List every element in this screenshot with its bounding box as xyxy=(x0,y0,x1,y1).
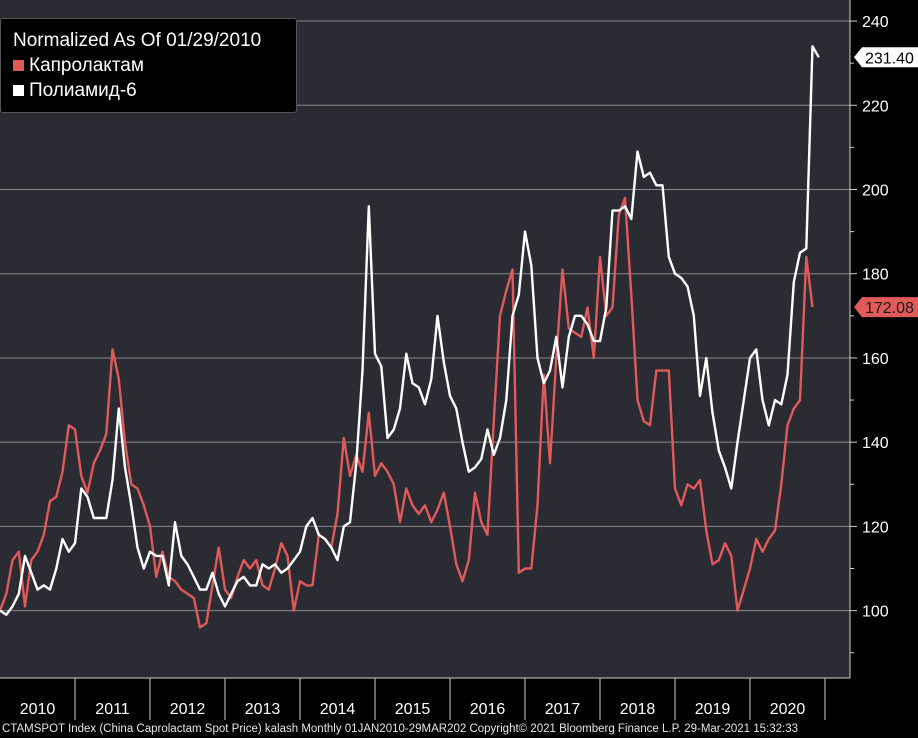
legend-item-polyamide: Полиамид-6 xyxy=(13,78,296,103)
series-line-0 xyxy=(0,196,814,629)
x-tick-label: 2017 xyxy=(545,701,581,718)
end-label-text: 172.08 xyxy=(865,300,914,317)
x-tick-label: 2020 xyxy=(770,701,806,718)
x-tick-label: 2015 xyxy=(395,701,431,718)
x-axis: 2010 2011 2012 2013 2014 2015 2016 2017 2018 2019… xyxy=(20,678,826,720)
x-tick-label: 2011 xyxy=(95,701,130,718)
y-axis-area xyxy=(850,0,918,720)
x-tick-label: 2018 xyxy=(620,701,656,718)
end-label-box xyxy=(854,47,918,68)
y-tick-label: 220 xyxy=(862,98,889,115)
y-tick-label: 160 xyxy=(862,351,889,368)
footer-caption: CTAMSPOT Index (China Caprolactam Spot P… xyxy=(2,723,798,735)
legend-title: Normalized As Of 01/29/2010 xyxy=(13,30,262,51)
y-tick-label: 240 xyxy=(862,14,889,31)
gridlines xyxy=(0,20,850,612)
x-tick-label: 2014 xyxy=(320,701,356,718)
y-tick-label: 180 xyxy=(862,267,889,284)
end-labels: 231.40 172.08 xyxy=(854,47,918,317)
legend-swatch-caprolactam xyxy=(13,60,24,71)
x-tick-label: 2012 xyxy=(170,701,206,718)
y-tick-label: 120 xyxy=(862,519,889,536)
legend-item-caprolactam: Капролактам xyxy=(13,53,296,78)
end-label-text: 231.40 xyxy=(865,50,914,67)
series-lines xyxy=(0,45,820,629)
x-tick-label: 2019 xyxy=(695,701,731,718)
y-tick-label: 100 xyxy=(862,604,889,621)
y-tick-label: 140 xyxy=(862,435,889,452)
y-axis: 100 120 140 160 180 200 220 240 xyxy=(850,14,889,654)
legend-label-caprolactam: Капролактам xyxy=(29,55,144,76)
x-tick-label: 2016 xyxy=(470,701,506,718)
x-tick-label: 2013 xyxy=(245,701,281,718)
y-tick-label: 200 xyxy=(862,183,889,200)
end-label-box xyxy=(854,297,918,318)
series-line-1 xyxy=(0,45,820,616)
x-axis-area xyxy=(0,678,850,720)
legend: Normalized As Of 01/29/2010 Капролактам … xyxy=(0,18,297,113)
legend-swatch-polyamide xyxy=(13,85,24,96)
x-tick-label: 2010 xyxy=(20,701,56,718)
legend-label-polyamide: Полиамид-6 xyxy=(29,80,137,101)
